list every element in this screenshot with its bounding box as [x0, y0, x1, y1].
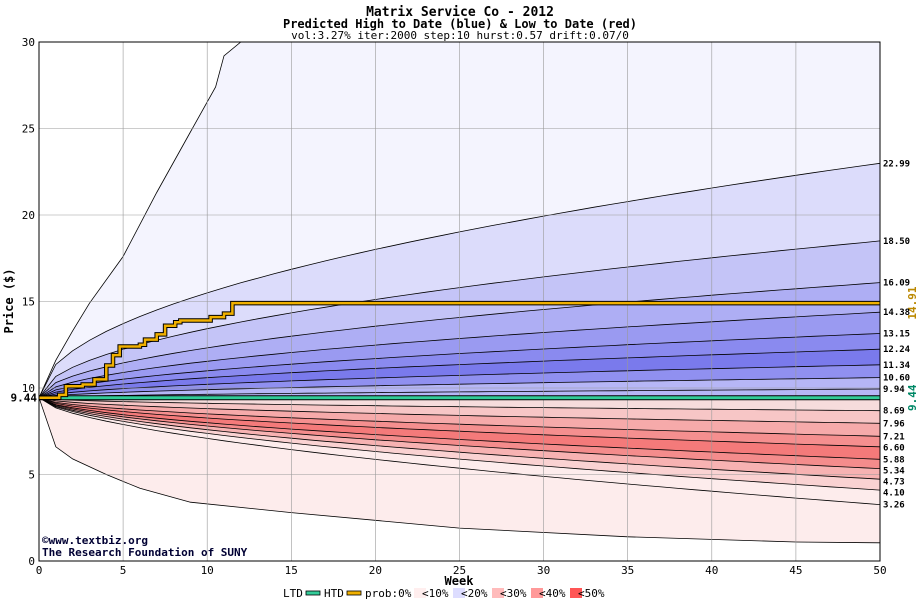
high-band-5: [39, 333, 880, 398]
y-tick-label: 30: [22, 36, 35, 49]
chart-params: vol:3.27% iter:2000 step:10 hurst:0.57 d…: [291, 29, 629, 42]
quantile-end-label: 5.88: [883, 455, 905, 465]
x-tick-label: 0: [36, 564, 43, 577]
quantile-end-label: 7.21: [883, 432, 905, 442]
quantile-end-label: 10.60: [883, 374, 910, 384]
chart-subtitle: Predicted High to Date (blue) & Low to D…: [283, 17, 637, 31]
legend-label: LTD: [283, 587, 303, 600]
legend: LTD HTD prob:0% <10% <20% <30% <40% <50%: [283, 587, 605, 600]
legend-line-swatch: [305, 590, 321, 596]
y-tick-label: 20: [22, 209, 35, 222]
y-tick-label: 25: [22, 123, 35, 136]
legend-color-swatch: [414, 588, 426, 598]
credit-org: The Research Foundation of SUNY: [42, 546, 248, 559]
legend-label: <30%: [500, 587, 527, 600]
quantile-end-label: 11.34: [883, 361, 911, 371]
bands-group: [39, 42, 880, 561]
legend-label: prob:0%: [365, 587, 412, 600]
y-axis-label: Price ($): [2, 268, 16, 333]
quantile-end-label: 22.99: [883, 159, 910, 169]
legend-label: <10%: [422, 587, 449, 600]
low-band-8: [39, 397, 880, 505]
outer-high-line: [39, 42, 242, 398]
x-tick-label: 25: [453, 564, 466, 577]
low-band-5: [39, 397, 880, 469]
start-price-label: 9.44: [11, 392, 38, 405]
high-band-4: [39, 312, 880, 398]
quantile-end-label: 18.50: [883, 237, 910, 247]
y-tick-label: 10: [22, 382, 35, 395]
low-band-3: [39, 397, 880, 447]
legend-label: <40%: [539, 587, 566, 600]
y-tick-label: 0: [28, 555, 35, 568]
quantile-end-label: 16.09: [883, 279, 910, 289]
quantile-end-label: 3.26: [883, 501, 905, 511]
quantile-end-label: 9.94: [883, 385, 905, 395]
credit-site: ©www.textbiz.org: [42, 534, 148, 547]
htd-end-label: 14.91: [906, 286, 919, 319]
legend-color-swatch: [492, 588, 504, 598]
x-tick-label: 5: [120, 564, 127, 577]
chart-title: Matrix Service Co - 2012: [366, 5, 554, 20]
htd-line: [39, 301, 880, 399]
legend-color-swatch: [531, 588, 543, 598]
quantile-end-label: 7.96: [883, 419, 905, 429]
quantile-end-label: 12.24: [883, 345, 911, 355]
plot-frame: [38, 41, 881, 562]
quantile-end-label: 8.69: [883, 407, 905, 417]
legend-line-swatch: [346, 590, 362, 596]
outer-low-line: [39, 397, 880, 544]
x-tick-label: 30: [537, 564, 550, 577]
legend-color-swatch: [570, 588, 582, 598]
x-tick-label: 35: [621, 564, 634, 577]
end-price-label: 9.44: [906, 384, 919, 411]
legend-label: HTD: [324, 587, 344, 600]
x-tick-label: 45: [789, 564, 802, 577]
low-band-6: [39, 397, 880, 480]
quantile-end-label: 5.34: [883, 466, 905, 476]
quantile-end-label: 6.60: [883, 443, 905, 453]
quantile-end-label: 4.10: [883, 488, 905, 498]
quantile-end-label: 14.38: [883, 308, 910, 318]
low-band-4: [39, 397, 880, 460]
x-tick-label: 40: [705, 564, 718, 577]
legend-label: <20%: [461, 587, 488, 600]
plot-area: 0 5 10 15 20 25 30 35 40 45 50 0 5 10 15 20 25 30 9.44 9.44…: [11, 36, 920, 577]
legend-color-swatch: [453, 588, 465, 598]
quantile-end-label: 4.73: [883, 477, 905, 487]
high-band-3: [39, 282, 880, 398]
x-tick-label: 20: [369, 564, 382, 577]
legend-label: <50%: [578, 587, 605, 600]
y-tick-label: 15: [22, 296, 35, 309]
y-tick-label: 5: [28, 469, 35, 482]
x-tick-label: 15: [285, 564, 298, 577]
x-tick-label: 50: [873, 564, 886, 577]
x-tick-label: 10: [201, 564, 214, 577]
high-band-2: [39, 240, 880, 398]
x-axis-label: Week: [445, 574, 475, 588]
quantile-end-label: 13.15: [883, 330, 910, 340]
